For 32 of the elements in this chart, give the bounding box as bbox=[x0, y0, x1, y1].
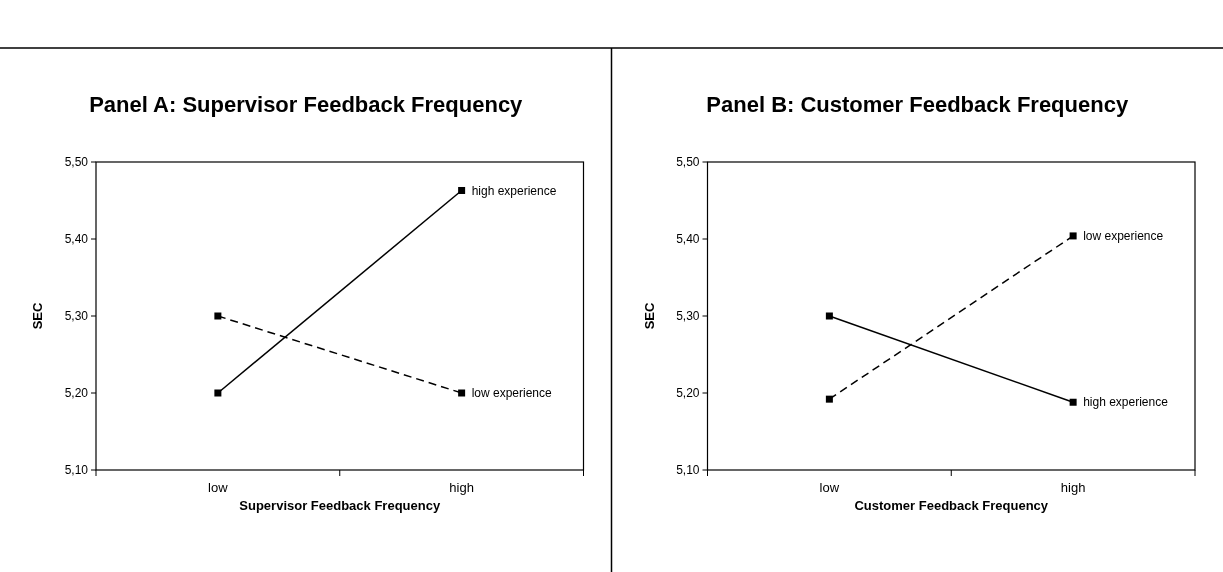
y-tick-label: 5,10 bbox=[676, 463, 700, 478]
point bbox=[458, 186, 466, 194]
series-label: low experience bbox=[1083, 229, 1164, 244]
point bbox=[214, 389, 222, 397]
y-tick-label: 5,10 bbox=[64, 463, 89, 478]
point bbox=[214, 312, 222, 320]
y-tick-label: 5,50 bbox=[676, 155, 700, 170]
y-tick-label: 5,30 bbox=[676, 309, 700, 324]
y-tick-label: 5,20 bbox=[64, 386, 89, 401]
x-tick-label: high bbox=[1060, 480, 1086, 495]
x-tick-label: low bbox=[208, 480, 229, 495]
x-tick-label: low bbox=[819, 480, 840, 495]
y-axis-title: SEC bbox=[641, 302, 657, 330]
series-label: low experience bbox=[471, 386, 552, 401]
y-tick-label: 5,40 bbox=[676, 232, 700, 247]
point bbox=[1069, 232, 1077, 240]
y-tick-label: 5,50 bbox=[64, 155, 89, 170]
point bbox=[825, 312, 833, 320]
x-axis-title: Supervisor Feedback Frequency bbox=[239, 498, 441, 513]
y-tick-label: 5,20 bbox=[676, 386, 700, 401]
y-tick-label: 5,30 bbox=[64, 309, 89, 324]
y-axis-title: SEC bbox=[30, 302, 45, 330]
point bbox=[458, 389, 466, 397]
chart-title: Panel B: Customer Feedback Frequency bbox=[706, 92, 1129, 117]
series-label: high experience bbox=[1083, 395, 1169, 410]
y-tick-label: 5,40 bbox=[64, 232, 89, 247]
x-tick-label: high bbox=[449, 480, 474, 495]
x-axis-title: Customer Feedback Frequency bbox=[854, 498, 1049, 513]
chart-title: Panel A: Supervisor Feedback Frequency bbox=[89, 92, 524, 117]
series-label: high experience bbox=[471, 183, 557, 198]
point bbox=[825, 395, 833, 403]
point bbox=[1069, 398, 1077, 406]
